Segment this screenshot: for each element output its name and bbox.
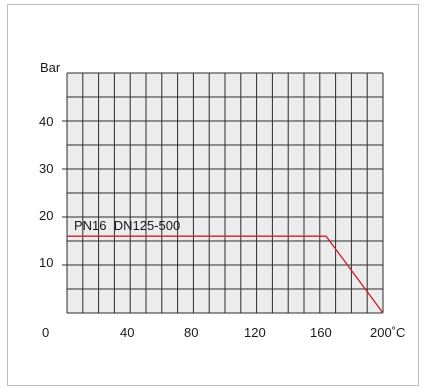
y-tick-label: 40 <box>39 114 53 129</box>
x-tick-label: 0 <box>42 325 49 340</box>
y-axis-label: Bar <box>40 60 61 75</box>
y-tick-label: 10 <box>39 255 53 270</box>
axis-ticks <box>62 120 67 266</box>
y-tick-label: 20 <box>39 208 53 223</box>
x-tick-label: 40 <box>120 325 134 340</box>
x-tick-label: 160 <box>310 325 332 340</box>
x-tick-label: 120 <box>244 325 266 340</box>
series-line <box>67 235 384 314</box>
y-tick-label: 30 <box>39 161 53 176</box>
x-tick-label: 200˚C <box>370 325 405 340</box>
series-label: PN16 DN125-500 <box>74 218 180 233</box>
grid-lines <box>66 72 384 314</box>
x-tick-label: 80 <box>184 325 198 340</box>
